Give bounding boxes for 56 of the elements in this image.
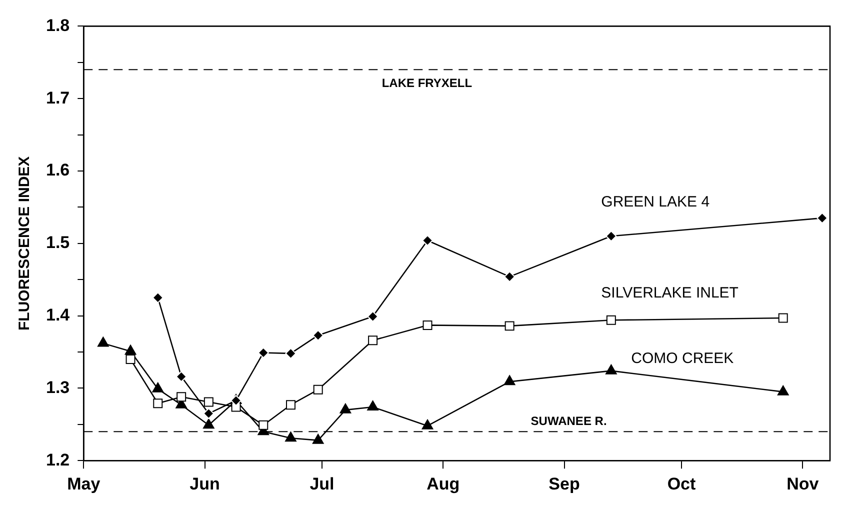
point	[176, 371, 187, 382]
point	[204, 397, 214, 407]
point	[286, 400, 296, 410]
point	[285, 432, 296, 442]
point	[312, 330, 324, 341]
y-axis-title: FLUORESCENCE INDEX	[16, 156, 34, 330]
y-tick-label: 1.7	[46, 88, 70, 108]
point	[504, 321, 514, 331]
y-tick-label: 1.5	[46, 233, 70, 252]
x-tick-label: May	[67, 474, 101, 494]
point	[778, 313, 788, 323]
point	[258, 420, 268, 430]
point	[504, 271, 516, 282]
ref-line-label: LAKE FRYXELL	[382, 76, 472, 90]
y-tick-label: 1.6	[46, 160, 70, 180]
point	[368, 336, 378, 346]
series-label: COMO CREEK	[631, 350, 734, 367]
series-label: SILVERLAKE INLET	[601, 284, 738, 302]
point	[176, 392, 186, 402]
series-label: GREEN LAKE 4	[601, 193, 710, 210]
point	[285, 348, 296, 359]
point	[258, 347, 269, 358]
point	[816, 212, 828, 224]
x-tick-label: Nov	[786, 474, 820, 494]
point	[606, 230, 617, 242]
point	[312, 434, 324, 444]
point	[367, 311, 378, 322]
point	[124, 344, 136, 355]
x-tick-label: Jun	[190, 474, 220, 494]
point	[340, 403, 352, 414]
point	[422, 235, 434, 246]
point	[152, 382, 164, 392]
x-tick-label: Jul	[310, 474, 334, 494]
y-tick-label: 1.8	[46, 16, 70, 35]
point	[203, 408, 214, 420]
y-tick-label: 1.2	[46, 450, 70, 470]
point	[97, 336, 109, 347]
point	[367, 400, 378, 411]
point	[606, 315, 616, 325]
point	[230, 395, 242, 406]
point	[202, 418, 214, 429]
point	[504, 375, 516, 386]
point	[777, 385, 789, 396]
point	[152, 292, 164, 304]
x-tick-label: Oct	[667, 474, 696, 494]
point	[605, 364, 617, 374]
x-tick-label: Aug	[426, 474, 460, 494]
x-tick-label: Sep	[548, 474, 580, 494]
point	[422, 419, 434, 430]
point	[153, 398, 163, 408]
point	[422, 320, 432, 330]
point	[313, 384, 323, 394]
point	[126, 354, 136, 364]
y-tick-label: 1.4	[46, 305, 70, 324]
y-tick-label: 1.3	[46, 378, 70, 397]
ref-line-label: SUWANEE R.	[530, 414, 607, 428]
